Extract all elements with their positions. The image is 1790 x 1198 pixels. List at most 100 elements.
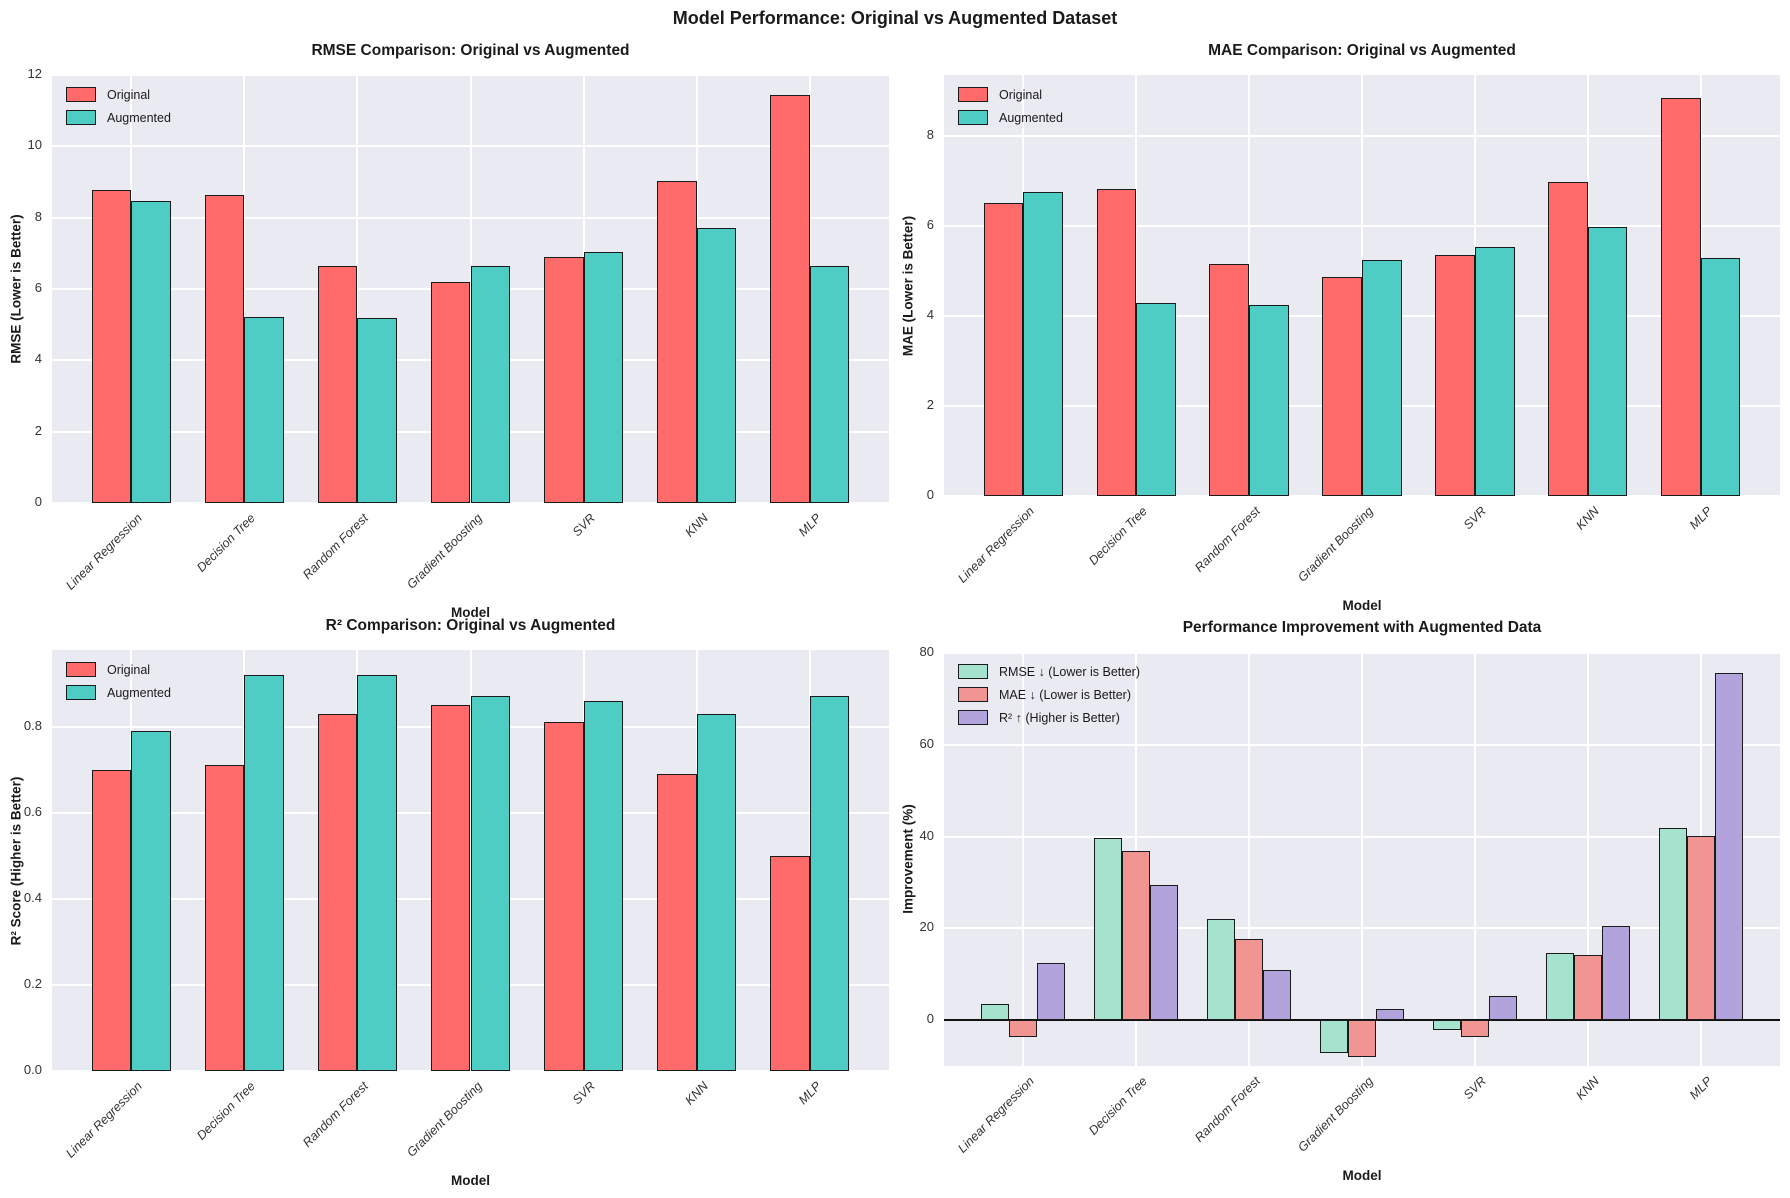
y-tick-label: 4 xyxy=(926,307,934,323)
bar xyxy=(317,265,358,503)
legend-swatch xyxy=(66,87,96,102)
bar xyxy=(1715,672,1744,1021)
gridline-v xyxy=(1473,652,1476,1066)
bar xyxy=(1661,97,1701,496)
legend-item: Augmented xyxy=(66,110,171,125)
gridline-v xyxy=(1248,75,1251,496)
legend-swatch xyxy=(958,110,988,125)
legend: Original Augmented xyxy=(958,87,1063,133)
bar xyxy=(770,855,810,1071)
y-tick-label: 0.0 xyxy=(23,1062,42,1077)
bar xyxy=(204,765,245,1071)
gridline-v xyxy=(1361,652,1363,1066)
legend-item: Original xyxy=(66,662,171,677)
legend-item: Original xyxy=(66,87,171,102)
bar xyxy=(357,674,397,1071)
bar xyxy=(1121,850,1151,1021)
bar xyxy=(244,317,284,503)
legend-label: Original xyxy=(107,662,151,677)
gridline-v xyxy=(356,75,359,503)
bar xyxy=(1587,227,1628,496)
bar xyxy=(1136,302,1176,496)
x-axis-label: Model xyxy=(451,1173,490,1188)
legend-swatch xyxy=(958,664,988,679)
legend-swatch xyxy=(958,87,988,102)
bar xyxy=(1150,885,1179,1021)
y-axis-label: Improvement (%) xyxy=(900,804,916,914)
legend-swatch xyxy=(958,687,988,702)
bar xyxy=(1263,970,1292,1021)
bar xyxy=(1209,263,1250,496)
bar xyxy=(1545,953,1574,1021)
gridline-h xyxy=(52,502,889,504)
y-tick-label: 6 xyxy=(34,280,42,295)
bar xyxy=(1096,189,1137,496)
bar xyxy=(1573,954,1603,1021)
bar xyxy=(583,700,624,1071)
chart-title: Performance Improvement with Augmented D… xyxy=(1182,619,1542,636)
gridline-v xyxy=(1022,652,1025,1066)
gridline-h xyxy=(52,1070,889,1072)
bar xyxy=(357,318,397,503)
legend: RMSE ↓ (Lower is Better) MAE ↓ (Lower is … xyxy=(958,664,1140,733)
y-tick-label: 6 xyxy=(926,217,934,233)
legend-label: Augmented xyxy=(107,685,171,700)
legend-swatch xyxy=(66,662,96,677)
x-axis-label: Model xyxy=(1342,598,1382,613)
y-axis-label: MAE (Lower is Better) xyxy=(900,215,916,356)
bar xyxy=(1602,925,1631,1021)
y-tick-label: 0.6 xyxy=(23,803,42,819)
bar xyxy=(1460,1020,1490,1037)
x-axis-label: Model xyxy=(451,605,490,620)
bar xyxy=(1206,918,1235,1021)
gridline-v xyxy=(1586,652,1589,1066)
bar xyxy=(544,722,584,1071)
y-tick-label: 80 xyxy=(919,644,934,660)
y-axis-label: R² Score (Higher is Better) xyxy=(8,776,24,945)
figure-title: Model Performance: Original vs Augmented… xyxy=(672,8,1118,28)
bar xyxy=(1037,962,1066,1021)
bar xyxy=(696,228,737,503)
legend-label: R² ↑ (Higher is Better) xyxy=(999,710,1120,725)
chart-title: MAE Comparison: Original vs Augmented xyxy=(1208,42,1516,59)
y-tick-label: 8 xyxy=(34,208,42,224)
legend-swatch xyxy=(958,710,988,725)
bar xyxy=(1093,838,1122,1021)
y-tick-label: 10 xyxy=(27,137,42,153)
y-tick-label: 20 xyxy=(919,919,934,935)
y-tick-label: 2 xyxy=(926,397,934,413)
legend-label: MAE ↓ (Lower is Better) xyxy=(999,687,1131,702)
chart-title: R² Comparison: Original vs Augmented xyxy=(325,617,616,634)
y-tick-label: 4 xyxy=(34,351,42,367)
bar xyxy=(544,256,584,503)
legend: Original Augmented xyxy=(66,662,171,708)
legend-item: Original xyxy=(958,87,1063,102)
legend-item: Augmented xyxy=(66,685,171,700)
bar xyxy=(1362,259,1402,496)
bar xyxy=(1474,246,1515,496)
bar xyxy=(583,251,624,503)
y-tick-label: 0 xyxy=(926,487,934,502)
y-tick-label: 0.8 xyxy=(23,717,42,733)
bar xyxy=(1489,995,1518,1021)
gridline-v xyxy=(1135,75,1138,496)
x-axis-label: Model xyxy=(1342,1168,1382,1183)
bar xyxy=(1347,1020,1377,1057)
bar xyxy=(1658,828,1687,1021)
legend-label: Augmented xyxy=(107,110,171,125)
bar xyxy=(1322,277,1362,496)
y-tick-label: 12 xyxy=(27,66,42,81)
y-tick-label: 0.4 xyxy=(23,889,42,905)
y-tick-label: 2 xyxy=(34,422,42,438)
bar xyxy=(809,696,850,1071)
legend: Original Augmented xyxy=(66,87,171,133)
bar xyxy=(1319,1020,1348,1053)
legend-label: Augmented xyxy=(999,110,1063,125)
bar xyxy=(470,696,511,1071)
legend-label: Original xyxy=(107,87,151,102)
legend-swatch xyxy=(66,685,96,700)
bar xyxy=(1548,182,1588,496)
chart-title: RMSE Comparison: Original vs Augmented xyxy=(311,42,630,59)
bar xyxy=(1700,257,1741,496)
